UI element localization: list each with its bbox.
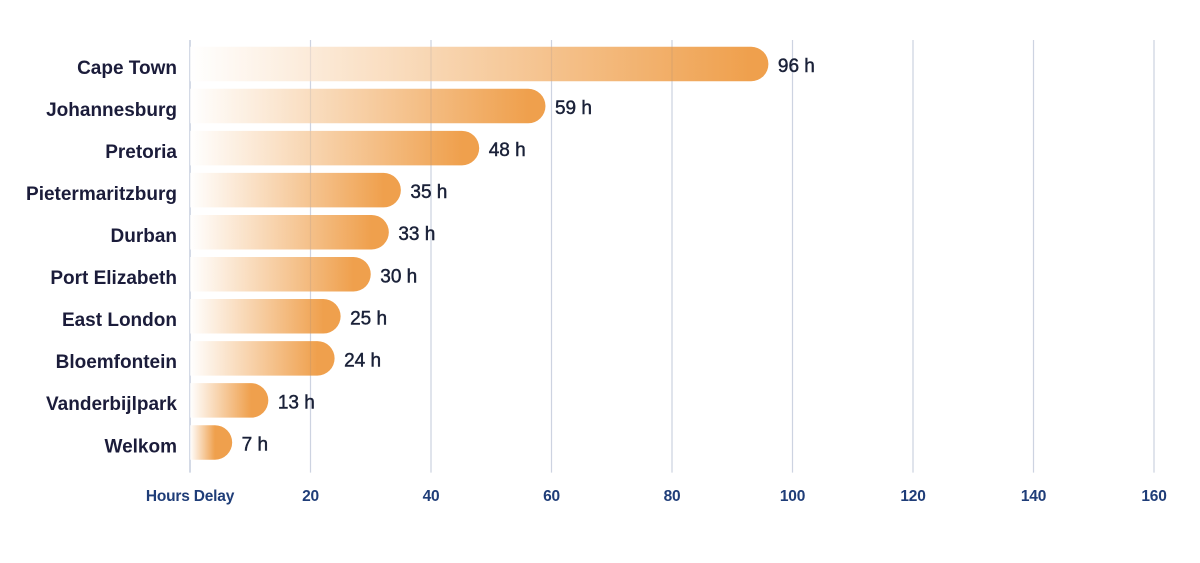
svg-text:Pietermaritzburg: Pietermaritzburg <box>26 184 177 205</box>
svg-text:Welkom: Welkom <box>104 436 177 457</box>
svg-text:7 h: 7 h <box>242 434 268 455</box>
svg-text:59 h: 59 h <box>555 98 592 119</box>
svg-text:33 h: 33 h <box>398 224 435 245</box>
svg-text:80: 80 <box>664 488 681 505</box>
svg-text:35 h: 35 h <box>410 182 447 203</box>
svg-text:120: 120 <box>900 488 925 505</box>
svg-text:Vanderbijlpark: Vanderbijlpark <box>46 394 177 415</box>
svg-text:Johannesburg: Johannesburg <box>46 100 177 121</box>
svg-text:40: 40 <box>423 488 440 505</box>
svg-text:160: 160 <box>1141 488 1166 505</box>
svg-text:East London: East London <box>62 310 177 331</box>
svg-text:13 h: 13 h <box>278 392 315 413</box>
svg-text:48 h: 48 h <box>489 140 526 161</box>
svg-text:Hours Delay: Hours Delay <box>146 488 235 505</box>
svg-text:Pretoria: Pretoria <box>105 142 177 163</box>
svg-text:100: 100 <box>780 488 805 505</box>
svg-text:Cape Town: Cape Town <box>77 58 177 79</box>
svg-text:60: 60 <box>543 488 560 505</box>
svg-text:Port Elizabeth: Port Elizabeth <box>50 268 177 289</box>
svg-text:24 h: 24 h <box>344 350 381 371</box>
svg-text:25 h: 25 h <box>350 308 387 329</box>
svg-text:96 h: 96 h <box>778 56 815 77</box>
svg-text:Durban: Durban <box>111 226 178 247</box>
svg-text:20: 20 <box>302 488 319 505</box>
svg-text:30 h: 30 h <box>380 266 417 287</box>
svg-text:140: 140 <box>1021 488 1046 505</box>
svg-text:Bloemfontein: Bloemfontein <box>56 352 177 373</box>
